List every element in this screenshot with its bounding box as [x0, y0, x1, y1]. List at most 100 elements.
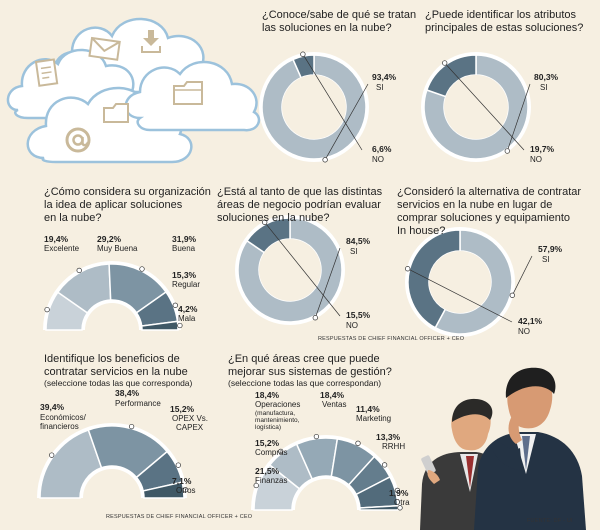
source-note: RESPUESTAS DE CHIEF FINANCIAL OFFICER + …: [106, 514, 253, 520]
labels-areas: 84,5% SI 15,5% NO: [346, 236, 371, 330]
download-icon: [141, 30, 161, 53]
envelope-icon: [88, 36, 121, 61]
question-line: áreas de negocio podrían evaluar: [217, 199, 381, 211]
leader-dot: [44, 306, 50, 313]
data-label: 15,2%: [255, 438, 280, 448]
leader-dot: [278, 448, 284, 455]
leader-line: [302, 54, 363, 151]
chart-conoce: [259, 51, 369, 163]
category-label: NO: [518, 327, 530, 336]
category-label: logística): [255, 424, 281, 431]
chart-beneficios: [37, 423, 189, 499]
labels-conoce: 93,4% SI 6,6% NO: [372, 72, 397, 164]
leader-dot: [76, 267, 82, 274]
leader-dot: [175, 462, 181, 468]
category-label: Excelente: [44, 244, 80, 253]
donut-hole: [259, 239, 321, 301]
category-label: NO: [530, 155, 542, 164]
source-note: RESPUESTAS DE CHIEF FINANCIAL OFFICER + …: [318, 336, 465, 342]
category-label: Regular: [172, 280, 200, 289]
question-subtitle: (seleccione todas las que correspondan): [228, 378, 381, 388]
leader-line: [511, 255, 533, 296]
leader-line: [506, 83, 531, 152]
question-alternativa: ¿Consideró la alternativa de contratar s…: [397, 186, 581, 237]
leader-dot: [397, 505, 403, 511]
data-label: 7,1%: [172, 476, 192, 486]
category-label: NO: [346, 321, 358, 330]
category-label: SI: [376, 83, 384, 92]
donut-hole: [429, 251, 491, 313]
question-line: ¿Puede identificar los atributos: [425, 9, 577, 21]
leader-line: [444, 62, 525, 151]
donut-hole: [444, 75, 508, 139]
leader-dot: [177, 322, 183, 329]
leader-dot: [128, 423, 135, 430]
category-label: Buena: [172, 244, 196, 253]
data-label: 57,9%: [538, 244, 563, 254]
data-label: 13,3%: [376, 432, 401, 442]
question-line: comprar soluciones y equipamiento: [397, 212, 570, 224]
question-line: principales de estas soluciones?: [425, 22, 583, 34]
chart-gestion: [251, 433, 403, 511]
category-label: Marketing: [356, 414, 391, 423]
question-conoce: ¿Conoce/sabe de qué se tratan las soluci…: [262, 9, 416, 34]
category-label: NO: [372, 155, 384, 164]
category-label: Muy Buena: [97, 244, 138, 253]
chart-atributos: [421, 52, 531, 162]
data-label: 39,4%: [40, 402, 65, 412]
question-line: las soluciones en la nube?: [262, 22, 392, 34]
businessmen-illustration: [420, 367, 586, 530]
leader-dot: [394, 487, 401, 494]
chart-alternativa: [405, 227, 533, 337]
leader-dot: [504, 148, 510, 154]
data-label: 11,4%: [356, 404, 380, 414]
data-label: 15,3%: [172, 270, 197, 280]
data-label: 38,4%: [115, 388, 140, 398]
question-idea: ¿Cómo considera su organización la idea …: [44, 186, 211, 224]
leader-dot: [313, 433, 320, 440]
question-beneficios: Identifique los beneficios de contratar …: [44, 353, 193, 388]
question-gestion: ¿En qué áreas cree que puede mejorar sus…: [228, 353, 392, 388]
question-line: ¿Conoce/sabe de qué se tratan: [262, 9, 416, 21]
labels-gestion: 18,4% Operaciones (manufactura, mantenim…: [255, 390, 410, 507]
leader-dot: [322, 157, 328, 163]
question-line: soluciones en la nube?: [217, 212, 330, 224]
leader-dot: [381, 462, 388, 468]
question-line: contratar servicios en la nube: [44, 366, 188, 378]
labels-beneficios: 39,4% Económicos/ financieros 38,4% Perf…: [40, 388, 208, 495]
data-label: 80,3%: [534, 72, 559, 82]
question-line: la idea de aplicar soluciones: [44, 199, 183, 211]
category-label: OPEX Vs.: [172, 414, 208, 423]
category-label: Otros: [176, 486, 196, 495]
leader-dot: [442, 60, 448, 66]
question-atributos: ¿Puede identificar los atributos princip…: [425, 9, 583, 34]
category-label: financieros: [40, 422, 79, 431]
leader-dot: [300, 51, 306, 57]
leader-dot: [312, 315, 318, 321]
category-label: RRHH: [382, 442, 405, 451]
question-subtitle: (seleccione todas las que corresponda): [44, 378, 193, 388]
data-label: 19,4%: [44, 234, 69, 244]
category-label: Compras: [255, 448, 287, 457]
question-line: ¿Consideró la alternativa de contratar: [397, 186, 581, 198]
leader-line: [314, 247, 341, 318]
leader-dot: [253, 482, 259, 489]
data-label: 21,5%: [255, 466, 280, 476]
leader-dot: [355, 440, 361, 446]
chart-idea: [43, 261, 183, 331]
data-label: 42,1%: [518, 316, 543, 326]
data-label: 31,9%: [172, 234, 197, 244]
category-label: CAPEX: [176, 423, 204, 432]
leader-dot: [172, 302, 178, 308]
document-icon: [34, 58, 59, 87]
category-label: (manufactura,: [255, 410, 295, 417]
donut-hole: [282, 75, 346, 139]
category-label: Operaciones: [255, 400, 300, 409]
question-line: Identifique los beneficios de: [44, 353, 180, 365]
category-label: Económicos/: [40, 413, 87, 422]
labels-alternativa: 57,9% SI 42,1% NO: [518, 244, 563, 336]
category-label: Ventas: [322, 400, 346, 409]
question-line: ¿Cómo considera su organización: [44, 186, 211, 198]
